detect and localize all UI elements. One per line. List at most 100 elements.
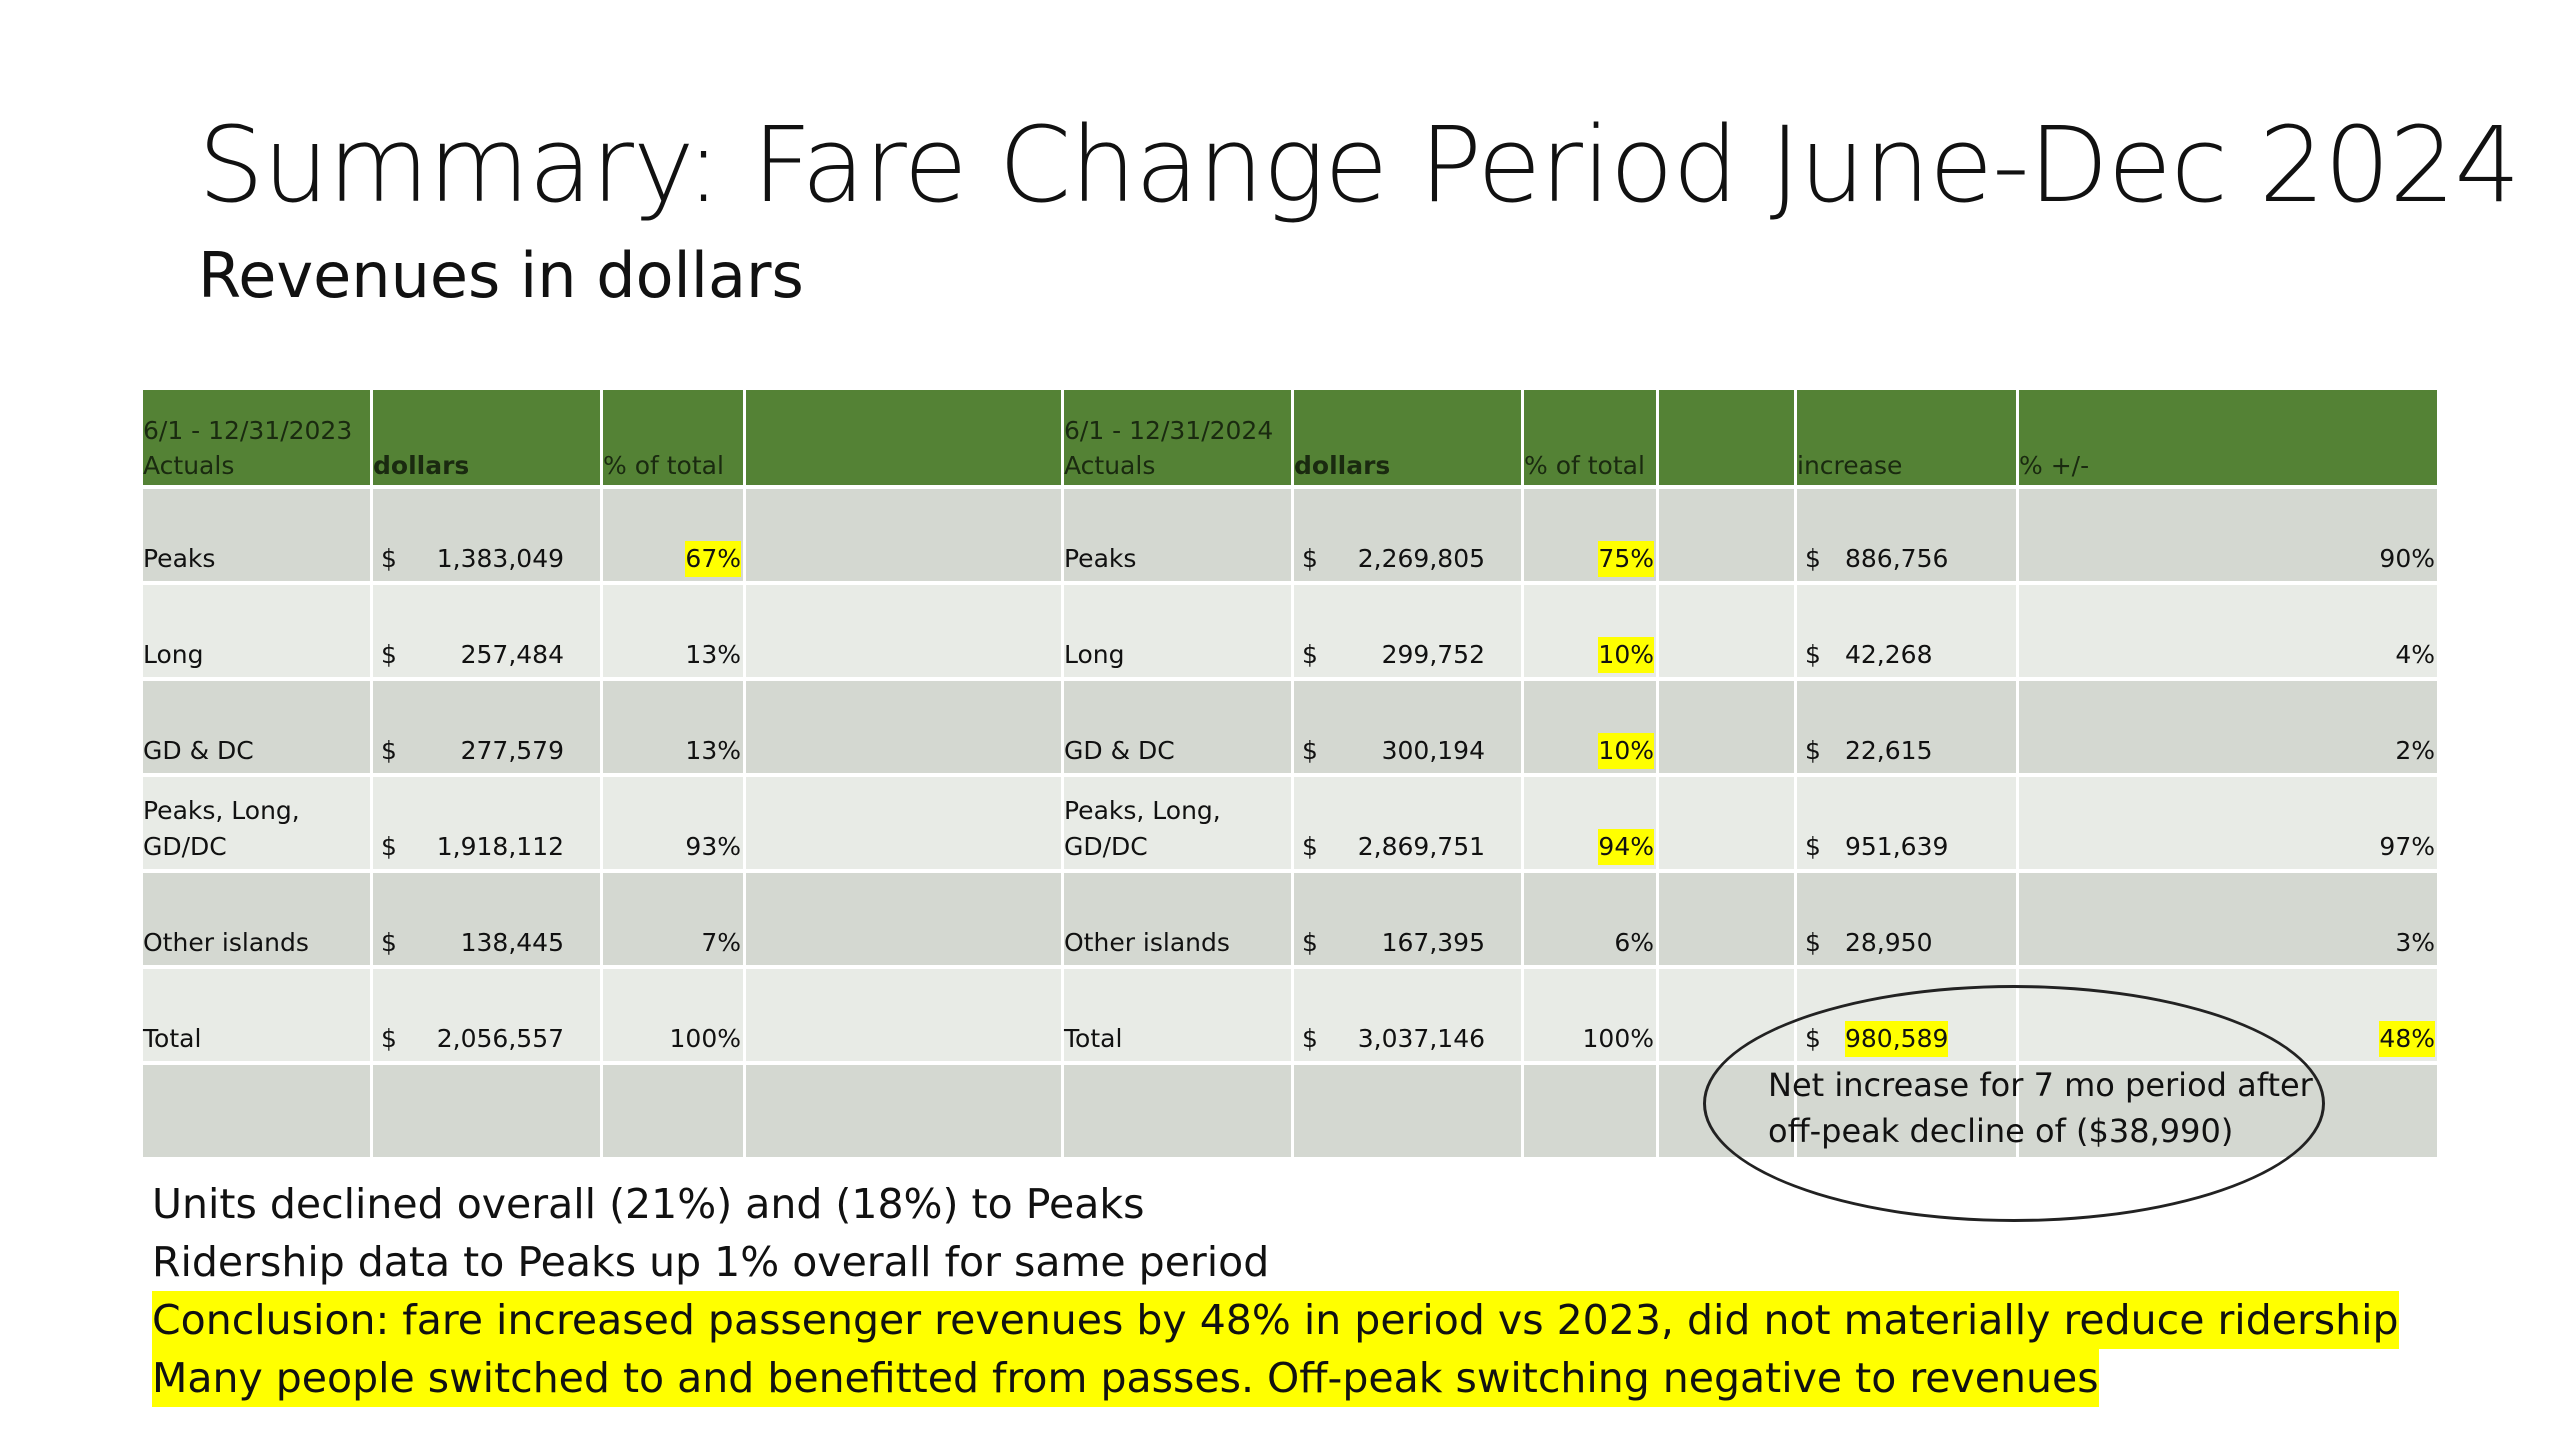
row-label-line-2: Total bbox=[143, 1024, 202, 1053]
currency-symbol: $ bbox=[1302, 928, 1318, 957]
table-cell: Other islands bbox=[143, 873, 373, 965]
note-passes: Many people switched to and benefitted f… bbox=[152, 1349, 2099, 1407]
header-2023-pct: % of total bbox=[603, 390, 746, 485]
table-cell: 100% bbox=[1524, 969, 1659, 1061]
table-cell: 93% bbox=[603, 777, 746, 869]
table-cell: GD & DC bbox=[1064, 681, 1294, 773]
pct-change: 4% bbox=[2395, 640, 2435, 669]
table-cell: $2,869,751 bbox=[1294, 777, 1524, 869]
row-label: Peaks, Long, GD/DC bbox=[1064, 793, 1221, 865]
table-cell: 94% bbox=[1524, 777, 1659, 869]
pct-of-total-2023: 7% bbox=[701, 928, 741, 957]
header-2024-period-dates: 6/1 - 12/31/2024 bbox=[1064, 416, 1274, 445]
table-row: Other islands $138,445 7% Other islands $167… bbox=[143, 869, 2437, 965]
currency-symbol: $ bbox=[381, 928, 397, 957]
table-row: GD & DC $277,579 13% GD & DC $300,194 10% $22,… bbox=[143, 677, 2437, 773]
row-label-line-1: Peaks, Long, bbox=[143, 796, 300, 825]
header-2024-period-actuals: Actuals bbox=[1064, 451, 1156, 480]
pct-of-total-2024: 6% bbox=[1614, 928, 1654, 957]
slide-subtitle: Revenues in dollars bbox=[198, 239, 804, 312]
table-cell: Peaks, Long, GD/DC bbox=[143, 777, 373, 869]
header-2023-period-dates: 6/1 - 12/31/2023 bbox=[143, 416, 353, 445]
note-ridership: Ridership data to Peaks up 1% overall fo… bbox=[152, 1238, 1270, 1286]
currency-symbol: $ bbox=[381, 736, 397, 765]
increase-amount: 28,950 bbox=[1845, 928, 1933, 957]
table-cell: Long bbox=[143, 585, 373, 677]
header-increase: increase bbox=[1797, 390, 2019, 485]
currency-symbol: $ bbox=[1302, 544, 1318, 573]
table-cell bbox=[746, 873, 1064, 965]
amount-2024: 299,752 bbox=[1381, 640, 1485, 669]
table-cell: 97% bbox=[2019, 777, 2437, 869]
row-label-line-2: GD & DC bbox=[1064, 736, 1175, 765]
table-cell bbox=[746, 969, 1064, 1061]
table-cell bbox=[746, 585, 1064, 677]
pct-of-total-2023: 67% bbox=[685, 541, 741, 577]
row-label-line-2: Other islands bbox=[143, 928, 309, 957]
table-cell bbox=[1064, 1065, 1294, 1157]
row-label-line-2: GD/DC bbox=[1064, 832, 1148, 861]
table-cell: $28,950 bbox=[1797, 873, 2019, 965]
table-cell: 10% bbox=[1524, 585, 1659, 677]
currency-symbol: $ bbox=[1805, 832, 1821, 861]
callout-ellipse bbox=[1703, 985, 2325, 1222]
table-cell bbox=[603, 1065, 746, 1157]
row-label: Total bbox=[1064, 1021, 1122, 1057]
pct-of-total-2023: 13% bbox=[685, 736, 741, 765]
callout-line-1: Net increase for 7 mo period after bbox=[1768, 1066, 2313, 1104]
table-row: Long $257,484 13% Long $299,752 10% $42,268 4% bbox=[143, 581, 2437, 677]
pct-of-total-2024: 10% bbox=[1598, 637, 1654, 673]
table-cell: GD & DC bbox=[143, 681, 373, 773]
row-label-line-2: Long bbox=[143, 640, 204, 669]
amount-2024: 167,395 bbox=[1381, 928, 1485, 957]
table-cell bbox=[746, 1065, 1064, 1157]
row-label: Peaks bbox=[1064, 541, 1136, 577]
pct-of-total-2024: 75% bbox=[1598, 541, 1654, 577]
row-label-line-2: Total bbox=[1064, 1024, 1123, 1053]
table-cell bbox=[746, 681, 1064, 773]
table-cell: $42,268 bbox=[1797, 585, 2019, 677]
row-label-line-2: GD/DC bbox=[143, 832, 227, 861]
amount-2024: 300,194 bbox=[1381, 736, 1485, 765]
amount-2024: 3,037,146 bbox=[1357, 1024, 1485, 1053]
note-conclusion: Conclusion: fare increased passenger rev… bbox=[152, 1291, 2399, 1349]
amount-2023: 138,445 bbox=[460, 928, 564, 957]
currency-symbol: $ bbox=[1805, 736, 1821, 765]
table-cell: $1,383,049 bbox=[373, 489, 603, 581]
table-cell: Total bbox=[1064, 969, 1294, 1061]
increase-amount: 886,756 bbox=[1845, 544, 1949, 573]
header-2024-dollars: dollars bbox=[1294, 390, 1524, 485]
table-cell: 10% bbox=[1524, 681, 1659, 773]
table-cell: 7% bbox=[603, 873, 746, 965]
row-label-line-2: Long bbox=[1064, 640, 1125, 669]
row-label: Peaks, Long, GD/DC bbox=[143, 793, 300, 865]
amount-2023: 1,383,049 bbox=[436, 544, 564, 573]
currency-symbol: $ bbox=[1302, 640, 1318, 669]
summary-notes: Units declined overall (21%) and (18%) t… bbox=[152, 1175, 2399, 1407]
table-cell: Peaks bbox=[1064, 489, 1294, 581]
row-label-line-2: Peaks bbox=[1064, 544, 1137, 573]
table-cell: $1,918,112 bbox=[373, 777, 603, 869]
amount-2023: 257,484 bbox=[460, 640, 564, 669]
row-label: Peaks bbox=[143, 541, 215, 577]
table-cell: $3,037,146 bbox=[1294, 969, 1524, 1061]
table-row: Peaks $1,383,049 67% Peaks $2,269,805 75% $886… bbox=[143, 485, 2437, 581]
callout-line-2: off-peak decline of ($38,990) bbox=[1768, 1112, 2234, 1150]
pct-of-total-2023: 13% bbox=[685, 640, 741, 669]
table-cell bbox=[1524, 1065, 1659, 1157]
table-cell: 6% bbox=[1524, 873, 1659, 965]
currency-symbol: $ bbox=[381, 832, 397, 861]
table-cell: 100% bbox=[603, 969, 746, 1061]
table-cell bbox=[1659, 873, 1797, 965]
currency-symbol: $ bbox=[381, 640, 397, 669]
row-label: Other islands bbox=[1064, 925, 1230, 961]
table-cell: $257,484 bbox=[373, 585, 603, 677]
table-cell: $299,752 bbox=[1294, 585, 1524, 677]
row-label: GD & DC bbox=[1064, 733, 1175, 769]
pct-of-total-2023: 93% bbox=[685, 832, 741, 861]
table-cell bbox=[746, 489, 1064, 581]
table-cell: 90% bbox=[2019, 489, 2437, 581]
header-2024-period: 6/1 - 12/31/2024 Actuals bbox=[1064, 390, 1294, 485]
table-cell: 3% bbox=[2019, 873, 2437, 965]
currency-symbol: $ bbox=[1805, 640, 1821, 669]
